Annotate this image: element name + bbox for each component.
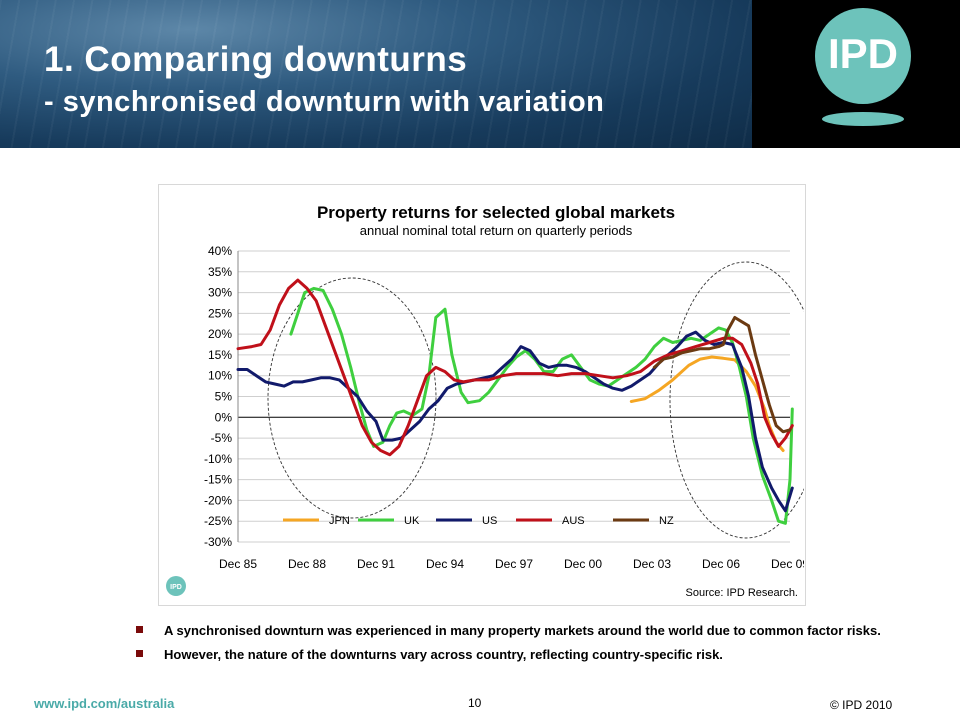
x-tick-label: Dec 94 [426,557,464,571]
x-tick-label: Dec 00 [564,557,602,571]
y-tick-label: 0% [215,410,233,424]
x-tick-label: Dec 06 [702,557,740,571]
x-tick-label: Dec 91 [357,557,395,571]
y-tick-label: -30% [204,535,232,549]
bullet-text: A synchronised downturn was experienced … [164,623,881,638]
y-tick-label: -5% [211,431,233,445]
chart-title: Property returns for selected global mar… [317,203,675,222]
y-tick-label: 20% [208,327,232,341]
y-tick-label: 25% [208,306,232,320]
series-line-uk [289,286,794,525]
x-tick-label: Dec 85 [219,557,257,571]
legend-label: UK [404,515,420,527]
highlight-ellipses [267,261,804,539]
bullet-square-icon [136,650,143,657]
page-subtitle: - synchronised downturn with variation [44,86,605,118]
x-tick-label: Dec 88 [288,557,326,571]
x-axis: Dec 85 Dec 88 Dec 91 Dec 94 Dec 97 Dec 00 Dec … [219,557,804,571]
y-tick-label: -15% [204,473,232,487]
header-banner: 1. Comparing downturns - synchronised do… [0,0,960,148]
footer-page-number: 10 [468,696,482,710]
y-tick-label: 40% [208,244,232,258]
chart-subtitle: annual nominal total return on quarterly… [360,223,633,238]
bullet-item: A synchronised downturn was experienced … [136,622,896,639]
bullet-square-icon [136,626,143,633]
returns-chart: Property returns for selected global mar… [166,203,804,599]
footer-url-link[interactable]: www.ipd.com/australia [34,696,175,711]
x-tick-label: Dec 03 [633,557,671,571]
downturn-2000s-ellipse [669,261,804,539]
bullet-item: However, the nature of the downturns var… [136,646,896,663]
y-tick-label: 35% [208,265,232,279]
x-tick-label: Dec 97 [495,557,533,571]
svg-text:IPD: IPD [170,584,182,591]
series-line-jpn [629,355,785,452]
footer-copyright: © IPD 2010 [830,698,893,712]
ipd-logo-text: IPD [827,30,898,77]
y-tick-label: 5% [215,390,233,404]
legend-label: NZ [659,515,674,527]
ipd-small-logo-icon: IPD [166,576,186,596]
y-tick-label: 30% [208,286,232,300]
legend-label: US [482,515,497,527]
chart-grid [238,250,790,543]
series-line-nz [652,316,792,434]
y-tick-label: -25% [204,514,232,528]
header-background [0,0,752,148]
ipd-logo-shadow-icon [822,112,904,126]
chart-series [236,278,794,525]
y-tick-label: 15% [208,348,232,362]
y-tick-label: 10% [208,369,232,383]
y-axis: 40% 35% 30% 25% 20% 15% 10% 5% 0% -5% -10% -15% -20%… [204,244,239,549]
bullet-text: However, the nature of the downturns var… [164,647,723,662]
y-tick-label: -10% [204,452,232,466]
ipd-logo-icon [815,8,911,104]
page-title: 1. Comparing downturns [44,40,468,79]
chart-legend: JPN UK US AUS NZ [283,515,674,527]
legend-label: AUS [562,515,585,527]
x-tick-label: Dec 09 [771,557,804,571]
downturn-1990s-ellipse [267,277,437,519]
bullet-list: A synchronised downturn was experienced … [136,622,896,670]
chart-source: Source: IPD Research. [686,587,799,599]
y-tick-label: -20% [204,493,232,507]
legend-label: JPN [329,515,350,527]
